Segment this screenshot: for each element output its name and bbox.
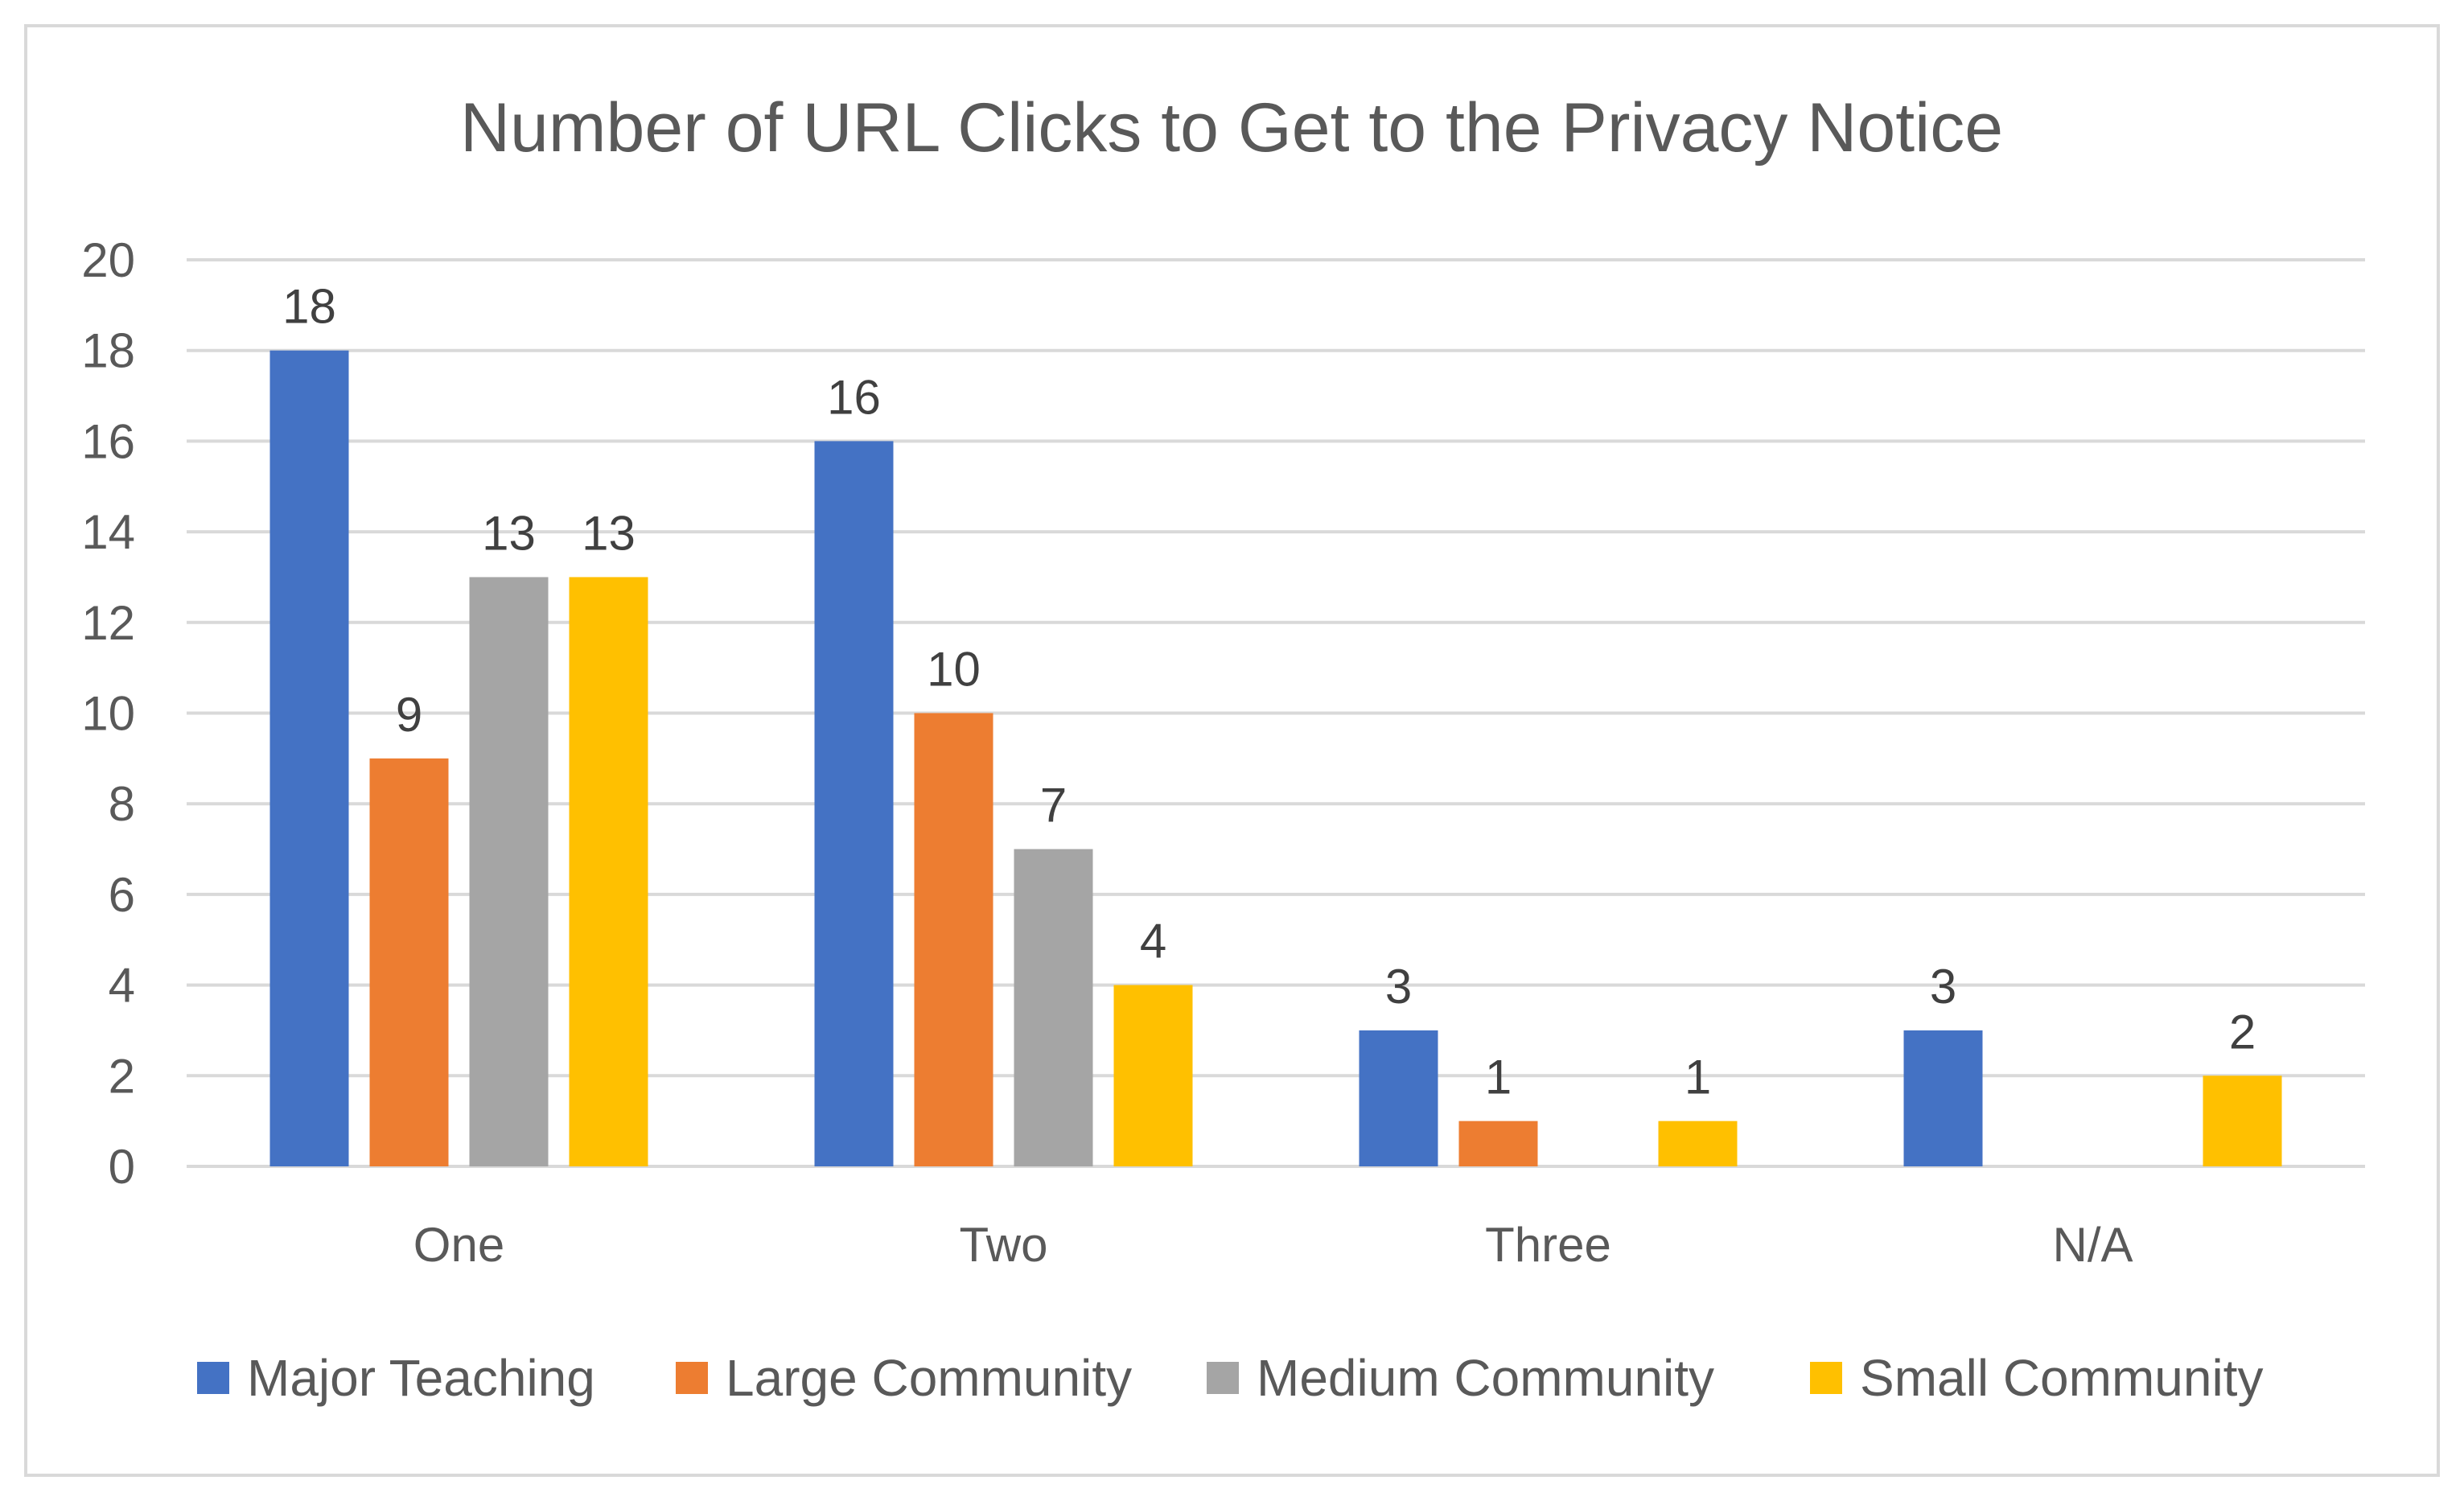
legend-label: Large Community [726,1349,1132,1407]
legend-label: Small Community [1860,1349,2263,1407]
y-tick-label: 16 [81,414,135,468]
x-category-label: N/A [2052,1218,2133,1272]
data-label: 3 [1930,960,1956,1014]
bar-large-community-two [914,713,993,1166]
legend-swatch [1810,1362,1842,1394]
y-tick-label: 10 [81,687,135,741]
data-label: 1 [1485,1051,1512,1104]
bar-medium-community-two [1014,849,1093,1166]
y-tick-label: 2 [109,1049,135,1103]
data-label: 16 [827,370,881,424]
data-label: 2 [2229,1005,2256,1059]
bar-major-teaching-three [1359,1030,1438,1166]
legend-label: Major Teaching [247,1349,595,1407]
gridlines [187,258,2365,1168]
legend-label: Medium Community [1257,1349,1714,1407]
chart-title: Number of URL Clicks to Get to the Priva… [460,89,2003,167]
data-label: 7 [1040,779,1067,833]
bar-major-teaching-two [814,441,894,1166]
y-tick-label: 18 [81,324,135,378]
bar-medium-community-one [469,577,549,1166]
y-tick-label: 4 [109,959,135,1013]
legend-swatch [676,1362,708,1394]
bar-large-community-one [369,758,449,1166]
data-label: 4 [1140,915,1166,968]
y-tick-label: 6 [109,868,135,922]
y-tick-label: 14 [81,505,135,559]
data-label: 9 [396,688,422,742]
bar-small-community-na [2203,1075,2282,1166]
bar-major-teaching-one [269,350,349,1166]
x-axis-categories: One Two Three N/A [413,1218,2133,1272]
chart-frame [24,24,2440,1477]
bar-small-community-three [1658,1121,1738,1166]
data-label: 13 [482,506,536,560]
bar-small-community-one [569,577,648,1166]
y-tick-label: 20 [81,233,135,287]
x-category-label: One [413,1218,504,1272]
y-axis-ticks: 0 2 4 6 8 10 12 14 16 18 20 [81,233,135,1194]
y-tick-label: 0 [109,1140,135,1194]
legend-swatch [1207,1362,1239,1394]
data-label: 13 [582,506,636,560]
bar-large-community-three [1458,1121,1538,1166]
legend: Major Teaching Large Community Medium Comm… [197,1349,2263,1407]
y-tick-label: 12 [81,596,135,650]
bar-major-teaching-na [1903,1030,1983,1166]
data-label: 1 [1684,1051,1711,1104]
x-category-label: Three [1485,1218,1611,1272]
x-category-label: Two [959,1218,1047,1272]
data-label: 10 [927,643,981,697]
legend-swatch [197,1362,229,1394]
data-label: 18 [282,280,336,334]
bars [269,350,2282,1166]
bar-small-community-two [1113,985,1193,1166]
y-tick-label: 8 [109,777,135,831]
data-label: 3 [1385,960,1412,1014]
